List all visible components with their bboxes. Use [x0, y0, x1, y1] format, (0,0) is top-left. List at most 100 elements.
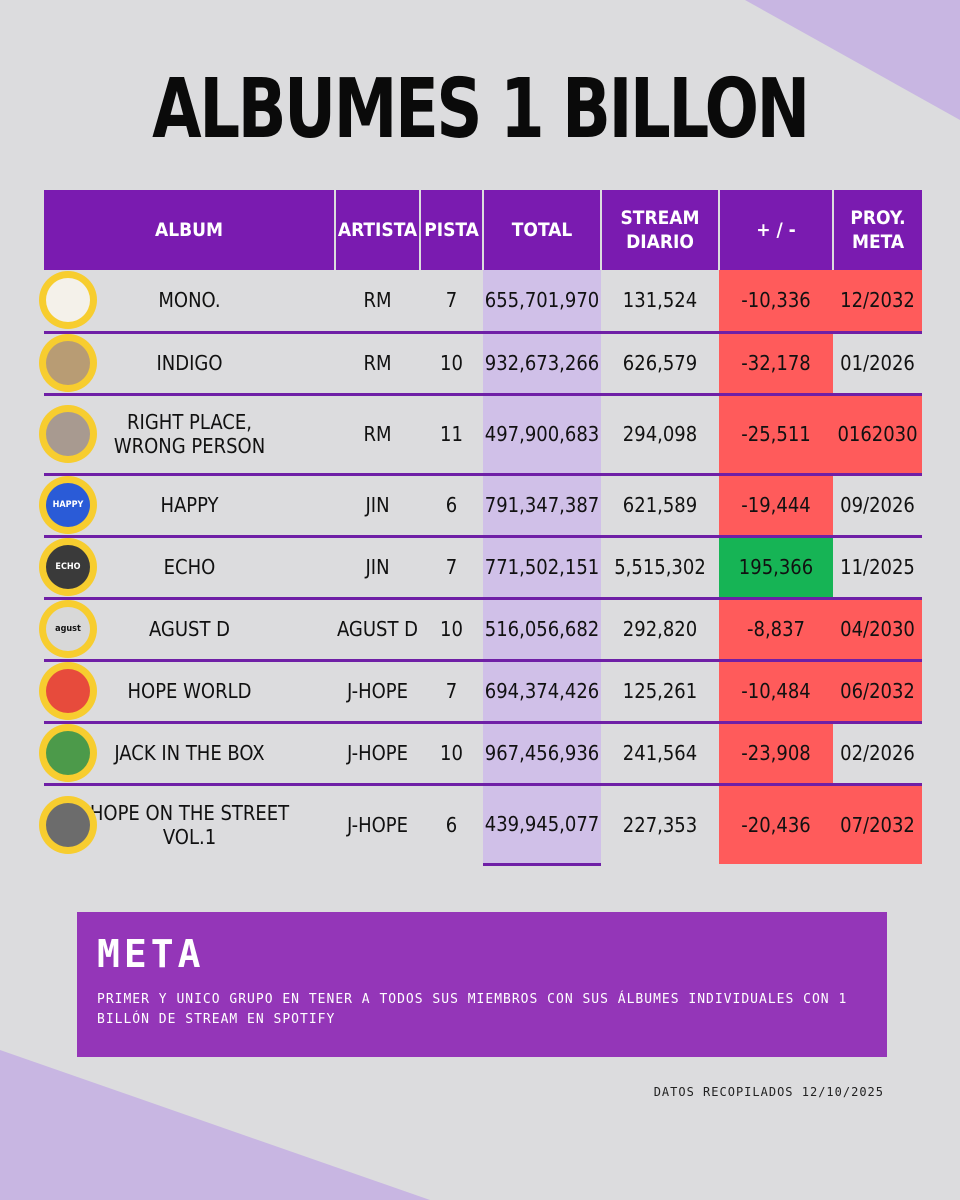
album-name-line-2: VOL.1 [162, 824, 217, 849]
right-place-cover-icon [46, 412, 90, 456]
table-row: HOPE WORLD J-HOPE 7 694,374,426 125,261 … [39, 660, 922, 724]
diff-cell: -10,484 [719, 660, 833, 724]
header-proy-meta: PROY. META [832, 190, 922, 270]
artist-cell: RM [335, 394, 420, 476]
album-cover: agust [39, 600, 97, 658]
daily-stream-cell: 131,524 [601, 270, 719, 334]
total-cell: 967,456,936 [483, 722, 601, 786]
artist-cell: J-HOPE [347, 812, 408, 837]
album-name: HOPE ON THE STREET VOL.1 [90, 801, 289, 849]
diff-cell: 195,366 [719, 536, 833, 600]
album-cell: HOPE WORLD [39, 660, 335, 724]
album-cover [39, 795, 97, 854]
pista-cell: 10 [420, 598, 483, 662]
proy-meta-cell: 04/2030 [833, 598, 922, 662]
agust-d-cover-icon: agust [46, 607, 90, 651]
total-cell: 694,374,426 [483, 660, 601, 724]
page-title: ALBUMES 1 BILLON [152, 62, 810, 157]
proy-meta-cell: 0162030 [833, 394, 922, 476]
album-cell: INDIGO [39, 332, 335, 396]
album-cell: agust AGUST D [39, 598, 335, 662]
header-proy-line-1: PROY. [850, 207, 906, 229]
daily-stream-cell: 294,098 [601, 394, 719, 476]
pista-cell: 7 [420, 536, 483, 600]
total-cell: 516,056,682 [483, 598, 601, 662]
table-row: HAPPY HAPPY JIN 6 791,347,387 621,589 -1… [39, 474, 922, 538]
header-diff: + / - [718, 190, 833, 270]
album-name: MONO. [158, 288, 221, 313]
header-pista: PISTA [419, 190, 483, 270]
indigo-cover-icon [46, 341, 90, 385]
happy-cover-icon: HAPPY [46, 483, 90, 527]
corner-decoration-bottom-left [0, 1050, 430, 1200]
table-row: agust AGUST D AGUST D 10 516,056,682 292… [39, 598, 922, 662]
table-row: JACK IN THE BOX J-HOPE 10 967,456,936 24… [39, 722, 922, 786]
daily-stream-cell: 227,353 [622, 812, 698, 837]
proy-meta-cell: 09/2026 [833, 474, 922, 538]
header-artist: ARTISTA [334, 190, 420, 270]
album-cover [39, 271, 97, 330]
artist-cell: RM [335, 270, 420, 334]
proy-meta-cell: 12/2032 [833, 270, 922, 334]
pista-cell: 7 [420, 270, 483, 334]
pista-cell: 7 [420, 660, 483, 724]
album-name: JACK IN THE BOX [114, 741, 265, 765]
album-cover [39, 405, 97, 463]
proy-meta-cell: 11/2025 [833, 536, 922, 600]
table-row: INDIGO RM 10 932,673,266 626,579 -32,178… [39, 332, 922, 396]
proy-meta-cell: 07/2032 [833, 784, 922, 864]
album-cell: JACK IN THE BOX [39, 722, 335, 786]
jack-in-the-box-cover-icon [46, 731, 90, 775]
album-name: AGUST D [148, 617, 231, 641]
daily-stream-cell: 241,564 [601, 722, 719, 786]
artist-cell: AGUST D [335, 598, 420, 662]
total-cell: 497,900,683 [483, 394, 601, 476]
data-date-note: DATOS RECOPILADOS 12/10/2025 [653, 1085, 884, 1099]
table-row: RIGHT PLACE, WRONG PERSON RM 11 497,900,6… [39, 394, 922, 476]
diff-cell: -8,837 [719, 598, 833, 662]
total-cell: 439,945,077 [483, 784, 601, 866]
mono-cover-icon [46, 278, 90, 323]
header-proy-line-2: META [851, 231, 905, 253]
daily-stream-cell: 125,261 [601, 660, 719, 724]
pista-cell: 10 [420, 332, 483, 396]
album-cell: HAPPY HAPPY [39, 474, 335, 538]
album-cell: ECHO ECHO [39, 536, 335, 600]
album-name-line-1: HOPE ON THE STREET [89, 800, 290, 825]
artist-cell: RM [335, 332, 420, 396]
artist-cell: J-HOPE [335, 660, 420, 724]
diff-cell: -25,511 [719, 394, 833, 476]
meta-box: META PRIMER Y UNICO GRUPO EN TENER A TOD… [77, 912, 887, 1057]
album-cover [39, 334, 97, 392]
album-name: RIGHT PLACE, WRONG PERSON [114, 410, 265, 458]
table-header-row: ALBUM ARTISTA PISTA TOTAL STREAM DIARIO +… [44, 190, 922, 270]
album-cell: RIGHT PLACE, WRONG PERSON [39, 394, 335, 476]
pista-cell: 6 [445, 812, 458, 837]
hope-on-the-street-cover-icon [46, 802, 90, 847]
artist-cell: JIN [335, 536, 420, 600]
diff-cell: -20,436 [719, 784, 833, 864]
table-row: ECHO ECHO JIN 7 771,502,151 5,515,302 19… [39, 536, 922, 600]
album-cover: HAPPY [39, 476, 97, 534]
album-cell: MONO. [39, 270, 335, 334]
albums-table: ALBUM ARTISTA PISTA TOTAL STREAM DIARIO +… [39, 190, 922, 866]
album-cover [39, 662, 97, 720]
hope-world-cover-icon [46, 669, 90, 713]
total-cell: 932,673,266 [483, 332, 601, 396]
table-row: HOPE ON THE STREET VOL.1 J-HOPE 6 439,945… [39, 784, 922, 866]
daily-stream-cell: 621,589 [601, 474, 719, 538]
album-name: HOPE WORLD [127, 679, 252, 703]
meta-heading: META [97, 932, 205, 976]
proy-meta-cell: 02/2026 [833, 722, 922, 786]
corner-decoration-top-right [745, 0, 960, 120]
header-daily-stream: STREAM DIARIO [600, 190, 719, 270]
proy-meta-cell: 06/2032 [833, 660, 922, 724]
pista-cell: 6 [420, 474, 483, 538]
daily-stream-cell: 626,579 [601, 332, 719, 396]
album-name: HAPPY [160, 493, 219, 517]
album-name: INDIGO [156, 351, 223, 375]
echo-cover-icon: ECHO [46, 545, 90, 589]
daily-stream-cell: 292,820 [601, 598, 719, 662]
header-total: TOTAL [482, 190, 601, 270]
pista-cell: 10 [420, 722, 483, 786]
